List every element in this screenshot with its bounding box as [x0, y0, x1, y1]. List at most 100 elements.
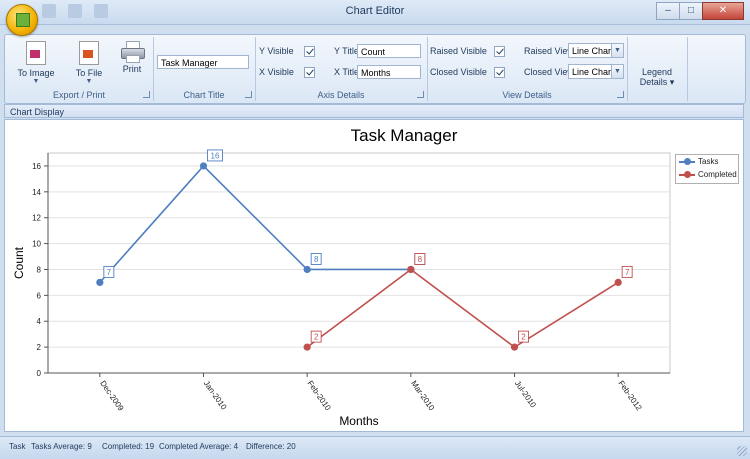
- data-label-box: [310, 330, 322, 343]
- data-label: 7: [625, 268, 630, 277]
- chevron-down-icon[interactable]: ▼: [611, 65, 623, 78]
- minimize-button[interactable]: –: [656, 2, 680, 20]
- raised-view-select[interactable]: Line Chart ▼: [568, 43, 624, 58]
- quick-access-icon[interactable]: [68, 4, 82, 18]
- legend-details-button[interactable]: Legend Details ▾: [631, 67, 683, 87]
- chart-title-group-label: Chart Title: [183, 90, 225, 100]
- data-label-box: [621, 265, 633, 278]
- data-point: [614, 278, 622, 287]
- y-tick-label: 6: [37, 291, 42, 300]
- quick-access-icon[interactable]: [42, 4, 56, 18]
- to-file-label: To File: [75, 68, 103, 78]
- y-tick-label: 14: [32, 188, 41, 197]
- x-visible-label: X Visible: [259, 67, 294, 77]
- plot-area: [47, 152, 671, 374]
- print-label: Print: [122, 64, 142, 74]
- data-label-box: [518, 330, 529, 343]
- dialog-launcher-icon[interactable]: [417, 91, 424, 98]
- legend-label: Tasks: [698, 157, 719, 166]
- y-tick-label: 8: [37, 265, 42, 274]
- axis-details-group: Y Visible X Visible Y Title Count X Titl…: [255, 37, 428, 101]
- chevron-down-icon: ▼: [85, 78, 93, 85]
- data-label-box: [207, 149, 223, 162]
- raised-view-label: Raised View: [524, 46, 574, 56]
- x-visible-checkbox[interactable]: [304, 67, 315, 78]
- chart-title-group: Task Manager Chart Title: [153, 37, 256, 101]
- legend-item-completed: Completed: [676, 168, 738, 181]
- status-completed: Completed: 19: [102, 442, 155, 451]
- y-tick-label: 10: [32, 240, 41, 249]
- view-details-group: Raised Visible Closed Visible Raised Vie…: [427, 37, 628, 101]
- series-line-completed: [306, 268, 619, 349]
- closed-view-value: Line Chart: [572, 67, 614, 77]
- quick-access-icon[interactable]: [94, 4, 108, 18]
- closed-visible-checkbox[interactable]: [494, 67, 505, 78]
- data-label: 2: [521, 333, 526, 342]
- x-tick-label: Dec-2009: [98, 379, 126, 413]
- title-bar: Chart Editor – □ ✕: [0, 0, 750, 25]
- y-tick-label: 4: [37, 317, 42, 326]
- data-label: 8: [314, 255, 319, 264]
- legend-details-label: Legend: [641, 67, 673, 77]
- data-point: [96, 278, 104, 287]
- chart-title-input[interactable]: Task Manager: [157, 55, 249, 69]
- closed-view-select[interactable]: Line Chart ▼: [568, 64, 624, 79]
- closed-visible-label: Closed Visible: [430, 67, 487, 77]
- y-tick-label: 2: [37, 343, 42, 352]
- y-tick-label: 0: [37, 369, 42, 378]
- export-print-group-label: Export / Print: [52, 90, 106, 100]
- y-axis-title: Count: [12, 246, 26, 279]
- app-logo-icon: [16, 13, 30, 27]
- closed-view-label: Closed View: [524, 67, 574, 77]
- data-label: 8: [418, 255, 423, 264]
- print-button[interactable]: Print: [115, 41, 149, 74]
- file-export-icon: [79, 41, 99, 65]
- status-task: Task: [9, 442, 26, 451]
- chevron-down-icon[interactable]: ▼: [611, 44, 623, 57]
- y-title-input[interactable]: Count: [357, 44, 421, 58]
- chart-display: 0 2 4 6 8 10 12 14 16 Dec-2009 Jan-2010 Feb-2010 Mar…: [4, 119, 744, 432]
- dialog-launcher-icon[interactable]: [245, 91, 252, 98]
- data-label-box: [103, 265, 115, 278]
- x-title-label: X Title: [334, 67, 360, 77]
- line-chart: 0 2 4 6 8 10 12 14 16 Dec-2009 Jan-2010 Feb-2010 Mar…: [12, 126, 671, 428]
- status-completed-average: Completed Average: 4: [159, 442, 239, 451]
- legend-details-label-2: Details ▾: [639, 77, 675, 87]
- close-button[interactable]: ✕: [702, 2, 744, 20]
- export-print-group: To Image ▼ To File ▼ Print Export / Prin…: [5, 37, 154, 101]
- data-label: 2: [314, 333, 319, 342]
- y-title-label: Y Title: [334, 46, 359, 56]
- x-title-input[interactable]: Months: [357, 65, 421, 79]
- resize-grip[interactable]: [737, 446, 747, 456]
- y-visible-checkbox[interactable]: [304, 46, 315, 57]
- quick-access-toolbar: [42, 4, 108, 20]
- x-tick-label: Feb-2010: [306, 379, 333, 413]
- window-title: Chart Editor: [345, 5, 405, 17]
- data-point: [303, 343, 311, 351]
- data-point: [510, 343, 519, 351]
- data-label-box: [310, 253, 322, 265]
- status-tasks-average: Tasks Average: 9: [31, 442, 92, 451]
- raised-visible-label: Raised Visible: [430, 46, 487, 56]
- image-file-icon: [26, 41, 46, 65]
- dialog-launcher-icon[interactable]: [617, 91, 624, 98]
- x-tick-label: Mar-2010: [409, 379, 436, 413]
- printer-icon: [121, 41, 145, 63]
- dialog-launcher-icon[interactable]: [143, 91, 150, 98]
- y-tick-label: 12: [32, 214, 41, 223]
- maximize-button[interactable]: □: [679, 2, 703, 20]
- to-file-button[interactable]: To File ▼: [65, 41, 113, 85]
- to-image-button[interactable]: To Image ▼: [11, 41, 61, 85]
- legend-item-tasks: Tasks: [676, 155, 738, 168]
- x-axis-title: Months: [339, 414, 378, 428]
- to-image-label: To Image: [17, 68, 55, 78]
- series-line-tasks: [99, 164, 411, 283]
- window-controls: – □ ✕: [656, 2, 744, 20]
- raised-visible-checkbox[interactable]: [494, 46, 505, 57]
- chart-title: Task Manager: [351, 126, 458, 145]
- chevron-down-icon: ▼: [32, 78, 40, 85]
- x-tick-label: Feb-2012: [617, 379, 644, 413]
- application-menu-button[interactable]: [6, 4, 38, 36]
- chart-legend: Tasks Completed: [675, 154, 739, 184]
- x-tick-label: Jan-2010: [202, 379, 229, 412]
